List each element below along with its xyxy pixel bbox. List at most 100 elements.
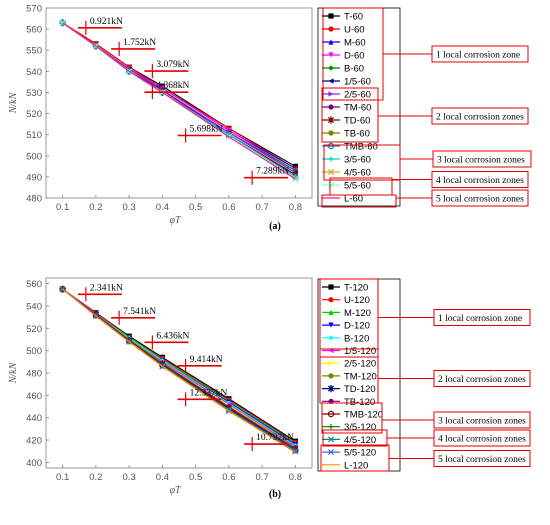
legend-label: L-120 xyxy=(344,460,368,471)
legend-marker xyxy=(328,91,334,97)
legend-label: TM-120 xyxy=(344,371,377,382)
legend-label: 2/5-60 xyxy=(344,90,371,101)
annotation-label: 12.337kN xyxy=(190,388,228,398)
x-axis-label: φT xyxy=(169,485,182,496)
x-tick-label: 0.1 xyxy=(56,202,69,213)
legend-label: 3/5-60 xyxy=(344,155,371,166)
legend-entry: 1/5-60 xyxy=(322,77,371,88)
legend-entry: TMB-60 xyxy=(322,142,378,153)
legend-label: D-60 xyxy=(344,51,365,62)
legend-marker xyxy=(328,52,334,58)
legend-label: B-60 xyxy=(344,64,364,75)
legend-marker xyxy=(328,360,334,366)
annotation-label: 9.414kN xyxy=(190,355,223,365)
y-tick-label: 570 xyxy=(26,4,42,15)
zone-label: 3 local corrosion zones xyxy=(400,150,532,168)
zone-label-text: 5 local corrosion zones xyxy=(438,455,526,465)
panel-a: 480 490 500 510 520 530 540 550 560 570 0.1 0.2 0.3 0… xyxy=(8,4,532,232)
legend-label: 3/5-120 xyxy=(344,422,376,433)
y-tick-label: 520 xyxy=(26,109,42,120)
legend-label: TMB-120 xyxy=(344,410,383,421)
legend-marker xyxy=(327,168,335,176)
zone-label-text: 1 local corrosion zone xyxy=(438,314,522,324)
legend-entry: T-120 xyxy=(322,283,368,294)
x-tick-label: 0.7 xyxy=(256,202,269,213)
legend-label: 1/5-120 xyxy=(344,346,376,357)
annotation-label: 6.436kN xyxy=(156,331,189,341)
series-line xyxy=(62,22,296,169)
legend-marker xyxy=(328,39,334,45)
legend-marker xyxy=(328,322,334,328)
legend-entry: B-60 xyxy=(322,64,364,75)
annotation: 9.414kN xyxy=(177,355,223,373)
annotation: 2.341kN xyxy=(77,283,123,302)
panel-b: 400 420 440 460 480 500 520 540 560 0.1 0.2 0.3 0.4 0… xyxy=(8,277,531,500)
annotation-label: 3.079kN xyxy=(156,60,189,70)
legend-marker xyxy=(327,436,335,443)
y-tick-label: 520 xyxy=(26,324,42,335)
legend-marker xyxy=(327,385,335,393)
series-L-120 xyxy=(62,288,296,453)
zone-label-text: 2 local corrosion zones xyxy=(436,113,524,123)
zone-label-text: 5 local corrosion zones xyxy=(436,195,524,205)
data-point xyxy=(292,448,299,455)
x-tick-label: 0.4 xyxy=(156,202,169,213)
legend-entry: TD-60 xyxy=(322,116,370,127)
legend-label: U-120 xyxy=(344,295,370,306)
legend-entry: L-120 xyxy=(322,460,368,471)
legend-label: D-120 xyxy=(344,321,370,332)
legend-entry: 4/5-120 xyxy=(322,435,376,446)
y-tick-label: 530 xyxy=(26,88,42,99)
legend-label: M-120 xyxy=(344,308,371,319)
legend-label: 1/5-60 xyxy=(344,77,371,88)
zone-label: 4 local corrosion zones xyxy=(392,171,529,188)
legend-entry: U-120 xyxy=(322,295,370,306)
legend-label: M-60 xyxy=(344,38,366,49)
y-tick-label: 560 xyxy=(26,25,42,36)
legend-label: T-120 xyxy=(344,283,368,294)
x-axis-label: φT xyxy=(169,215,182,226)
zone-bracket xyxy=(323,144,401,181)
legend-entry: 2/5-60 xyxy=(322,90,371,101)
annotation: 3.079kN xyxy=(144,60,190,79)
legend-label: TD-120 xyxy=(344,384,376,395)
zone-bracket xyxy=(321,194,397,208)
annotation-label: 0.921kN xyxy=(90,17,123,27)
legend-label: 5/5-60 xyxy=(344,181,371,192)
legend-label: U-60 xyxy=(344,25,365,36)
annotation: 5.698kN xyxy=(177,125,223,143)
annotation: 4.368kN xyxy=(144,81,190,100)
legend-entry: M-120 xyxy=(322,308,371,319)
legend-marker xyxy=(328,309,334,315)
legend-label: 5/5-120 xyxy=(344,448,376,459)
legend-marker xyxy=(328,284,334,290)
annotation: 7.289kN xyxy=(244,167,289,185)
annotation-label: 1.752kN xyxy=(123,38,156,48)
zone-label-text: 4 local corrosion zones xyxy=(436,176,524,186)
legend-entry: 3/5-120 xyxy=(322,422,376,433)
legend-entry: TD-120 xyxy=(322,384,376,395)
zone-label: 5 local corrosion zones xyxy=(396,189,529,207)
zone-label: 1 local corrosion zone xyxy=(383,45,529,63)
legend-marker xyxy=(328,104,334,110)
annotation-label: 7.541kN xyxy=(123,307,156,317)
legend-marker xyxy=(327,116,335,124)
annotation: 0.921kN xyxy=(77,17,123,35)
legend-label: 4/5-60 xyxy=(344,168,371,179)
legend-marker xyxy=(328,26,334,32)
legend-marker xyxy=(328,424,334,430)
legend-entry: TM-120 xyxy=(322,371,377,382)
legend-entry: TM-60 xyxy=(322,103,371,114)
annotation-label: 4.368kN xyxy=(156,81,189,91)
zone-label-text: 3 local corrosion zones xyxy=(437,156,525,166)
legend-entry: 5/5-60 xyxy=(322,181,371,192)
legend-marker xyxy=(328,373,334,379)
legend-label: L-60 xyxy=(344,194,363,205)
legend-entry: B-120 xyxy=(322,333,369,344)
legend-marker xyxy=(327,142,335,150)
y-tick-label: 460 xyxy=(26,391,42,402)
legend-entry: T-60 xyxy=(322,12,363,23)
zone-bracket xyxy=(321,87,379,143)
zone-label: 1 local corrosion zone xyxy=(378,309,531,326)
panel-label: (a) xyxy=(269,221,281,232)
